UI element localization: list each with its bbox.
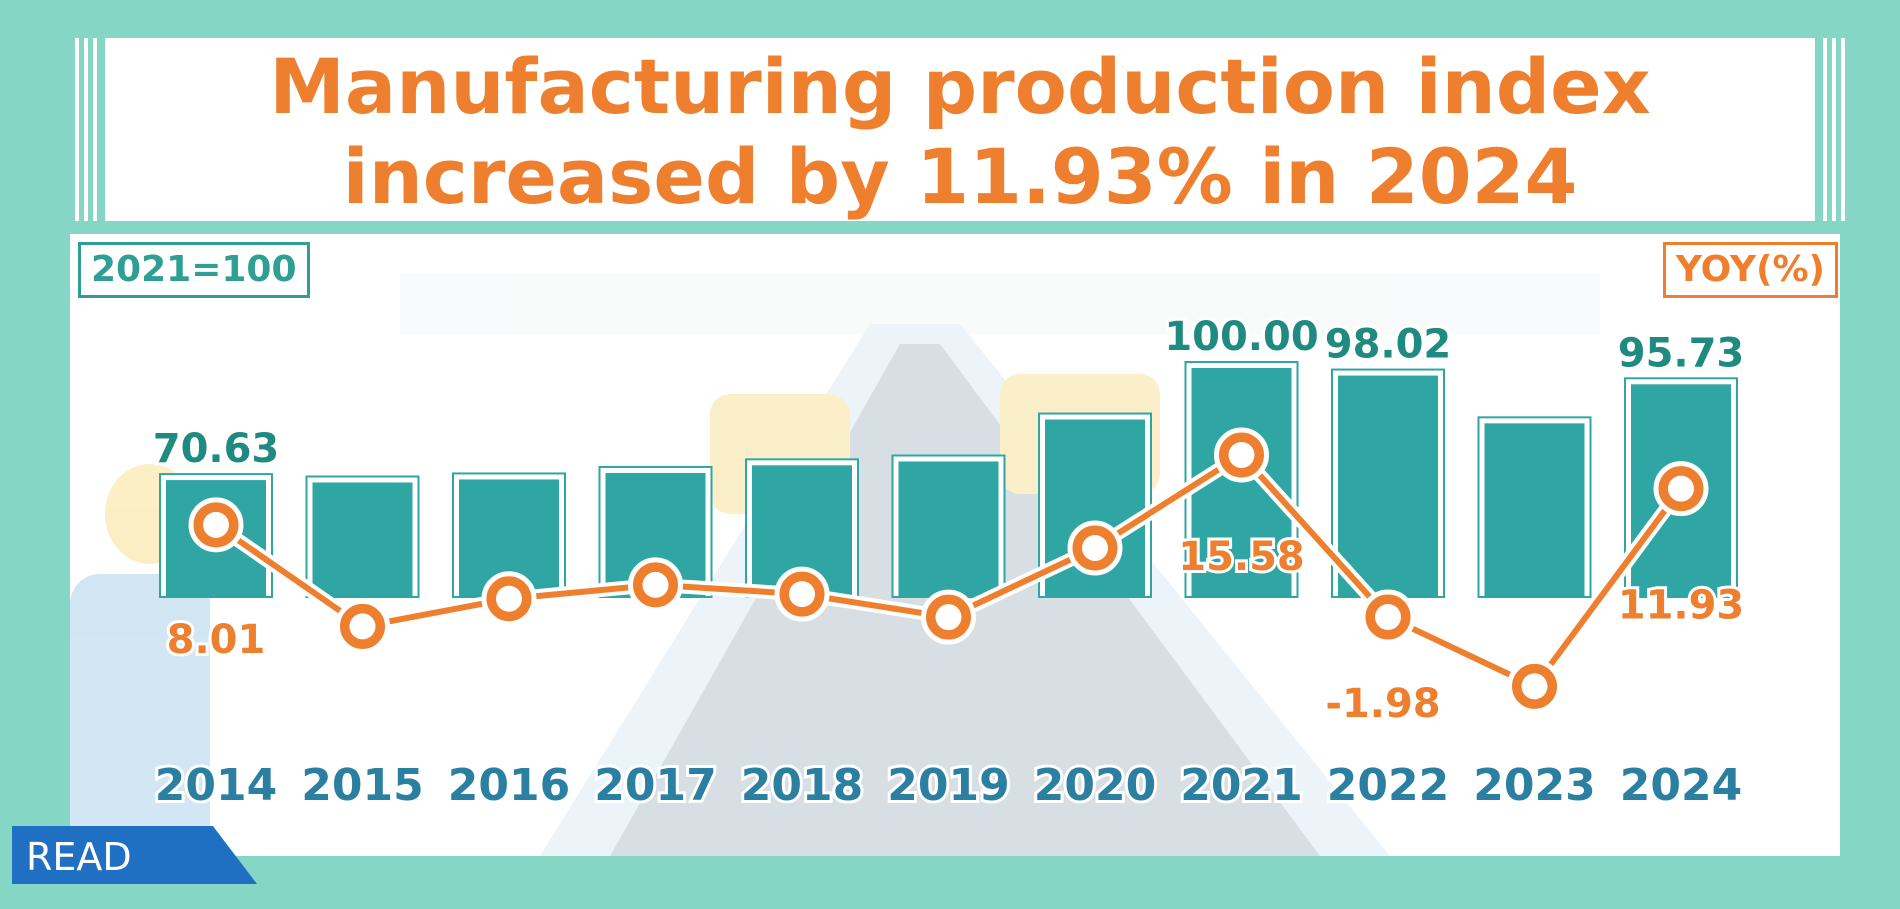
x-tick-label: 2022	[1327, 760, 1449, 811]
x-tick-label: 2020	[1034, 760, 1156, 811]
x-tick-label: 2024	[1620, 760, 1742, 811]
yoy-point	[1082, 534, 1108, 561]
yoy-point	[203, 511, 229, 538]
yoy-point	[642, 571, 669, 598]
legend-index: 2021=100	[78, 242, 310, 298]
bar	[1484, 423, 1585, 597]
yoy-point	[349, 613, 376, 640]
bar-data-label: 100.00	[1164, 314, 1318, 360]
yoy-point	[1521, 673, 1548, 700]
bar	[1338, 375, 1438, 597]
title-decoration-left	[75, 38, 105, 221]
yoy-point	[789, 581, 815, 608]
bar	[312, 482, 413, 597]
yoy-data-label: 11.93	[1618, 583, 1745, 629]
read-button[interactable]: READ	[12, 826, 257, 884]
chart-title: Manufacturing production index increased…	[269, 42, 1651, 221]
yoy-data-label: 8.01	[167, 617, 266, 663]
x-tick-label: 2015	[301, 760, 423, 811]
bar-data-label: 98.02	[1325, 322, 1452, 368]
legend-yoy: YOY(%)	[1662, 242, 1838, 298]
bar-data-label: 70.63	[153, 426, 280, 472]
x-tick-label: 2019	[887, 760, 1009, 811]
x-tick-label: 2023	[1473, 760, 1595, 811]
yoy-data-label: 15.58	[1178, 534, 1305, 580]
x-tick-label: 2021	[1180, 760, 1302, 811]
title-decoration-right	[1815, 38, 1845, 221]
yoy-point	[935, 604, 962, 631]
title-box	[105, 38, 1815, 221]
yoy-point	[1228, 442, 1255, 468]
x-tick-label: 2018	[741, 760, 863, 811]
x-tick-label: 2014	[155, 760, 277, 811]
yoy-point	[1375, 604, 1401, 630]
bar-data-label: 95.73	[1618, 330, 1745, 376]
yoy-point	[1668, 475, 1694, 502]
yoy-data-label: -1.98	[1325, 681, 1440, 727]
yoy-point	[496, 585, 522, 612]
x-tick-label: 2017	[594, 760, 716, 811]
bar	[898, 461, 999, 597]
x-tick-label: 2016	[448, 760, 570, 811]
